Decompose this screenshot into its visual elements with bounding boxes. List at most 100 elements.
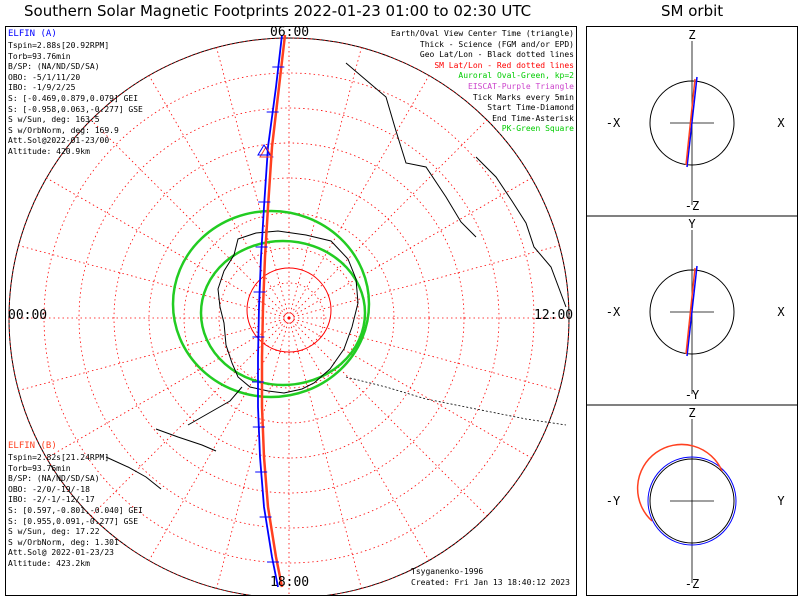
sm-lon-line — [288, 245, 560, 319]
elfin-a-name: ELFIN (A) — [8, 29, 57, 39]
orbit-label-bottom: -Z — [685, 199, 699, 213]
elfin-b-orbit — [636, 443, 723, 522]
elfin-b-info-line: OBO: -2/0/-19/-18 — [8, 484, 90, 494]
sm-lon-line — [288, 119, 488, 319]
sm-lon-line — [288, 317, 362, 589]
elfin-b-info-line: Att.Sol@ 2022-01-23/23 — [8, 548, 114, 558]
sm-lon-line — [148, 75, 290, 319]
legend-entry: Earth/Oval View Center Time (triangle) — [390, 29, 574, 38]
created-label: Created: Fri Jan 13 18:40:12 2023 — [411, 578, 570, 587]
elfin-a-info-line: S w/Sun, deg: 163.5 — [8, 115, 100, 125]
auroral-oval-inner — [199, 239, 367, 387]
orbit-label-top: Z — [688, 28, 695, 42]
elfin-b-info-line: S: [0.955,0.091,-0.277] GSE — [8, 516, 139, 526]
legend-entry: End Time-Asterisk — [492, 113, 574, 123]
legend-entry: Tick Marks every 5min — [472, 92, 574, 102]
orbit-panels: Z -Z -X X Y -Y -X X Z -Z -Y Y — [586, 26, 798, 596]
elfin-b-info-line: Altitude: 423.2km — [8, 558, 90, 568]
legend-entry: Thick - Science (FGM and/or EPD) — [419, 39, 574, 49]
south-america-outline — [155, 428, 217, 452]
orbit-label-right: X — [777, 305, 785, 319]
elfin-b-info-line: Tspin=2.82s[21.24RPM] — [8, 453, 110, 462]
orbit-label-top: Y — [688, 217, 696, 231]
sm-lon-line — [288, 317, 430, 561]
orbit-title: SM orbit — [661, 2, 724, 20]
legend-entry: PK-Green Square — [501, 124, 574, 134]
elfin-b-info: Tspin=2.82s[21.24RPM] Torb=93.76min B/SP: … — [8, 453, 143, 570]
geo-lat-line — [345, 376, 567, 426]
madagascar-outline — [475, 156, 567, 308]
elfin-a-info: Tspin=2.88s[20.92RPM] Torb=93.76min B/SP: … — [8, 41, 143, 158]
auroral-oval-outer — [171, 209, 371, 399]
footprint-map — [8, 34, 570, 595]
sm-lon-line — [216, 47, 290, 319]
footprint-map-panel: ELFIN (A) Tspin=2.88s[20.92RPM] Torb=93.7… — [5, 26, 577, 596]
clock-top: 06:00 — [270, 25, 310, 40]
elfin-a-view-triangle — [257, 144, 271, 156]
elfin-b-info-line: Torb=93.76min — [8, 463, 71, 473]
main-title: Southern Solar Magnetic Footprints 2022-… — [24, 2, 532, 20]
elfin-b-info-line: IBO: -2/-1/-12/-17 — [8, 495, 95, 505]
sm-lon-line — [288, 75, 430, 319]
elfin-a-info-line: S: [-0.958,0.063,-0.277] GSE — [8, 104, 143, 114]
sm-lon-line — [148, 317, 290, 561]
africa-outline — [345, 62, 477, 238]
orbit-label-bottom: -Z — [685, 577, 699, 591]
sm-lat-circle — [218, 247, 360, 389]
legend-entry: EISCAT-Purple Triangle — [468, 81, 574, 91]
orbit-plots: Z -Z -X X Y -Y -X X Z -Z -Y Y — [587, 28, 797, 591]
legend: Earth/Oval View Center Time (triangle) Th… — [391, 29, 574, 135]
sm-lon-line — [90, 119, 290, 319]
orbit-label-right: X — [777, 116, 785, 130]
orbit-label-left: -X — [606, 116, 621, 130]
elfin-a-info-line: Altitude: 420.9km — [8, 146, 90, 156]
orbit-label-top: Z — [688, 406, 695, 420]
elfin-b-info-line: S w/Sun, deg: 17.22 — [8, 527, 100, 537]
elfin-a-info-line: B/SP: (NA/ND/SD/SA) — [8, 62, 100, 72]
elfin-a-info-line: S w/OrbNorm, deg: 169.9 — [8, 125, 119, 135]
australia-outline — [105, 456, 162, 490]
sm-lon-line — [18, 317, 290, 391]
elfin-b-orbit — [685, 78, 696, 166]
elfin-a-info-line: Tspin=2.88s[20.92RPM] — [8, 41, 110, 50]
sm-lon-line — [288, 317, 532, 459]
sm-lon-line — [288, 177, 532, 319]
sm-lat-circle — [78, 107, 500, 529]
sm-lon-line — [216, 317, 290, 589]
elfin-a-info-line: Torb=93.76min — [8, 51, 71, 61]
sm-lon-line — [46, 317, 290, 459]
clock-right: 12:00 — [534, 308, 574, 323]
peninsula-outline — [187, 386, 243, 426]
elfin-b-info-line: S w/OrbNorm, deg: 1.301 — [8, 537, 119, 547]
sm-lat-circle — [43, 72, 535, 564]
sm-lon-line — [288, 47, 362, 319]
orbit-label-left: -X — [606, 305, 621, 319]
elfin-a-orbit — [647, 456, 737, 546]
orbit-label-left: -Y — [606, 494, 621, 508]
elfin-a-info-line: Att.Sol@2022-01-23/00 — [8, 136, 110, 146]
sm-lon-line — [288, 317, 488, 517]
orbit-label-bottom: -Y — [685, 388, 700, 402]
elfin-a-orbit — [686, 265, 698, 357]
sm-lat-circle — [113, 142, 465, 494]
elfin-a-info-line: S: [-0.469,0.879,0.079] GEI — [8, 93, 139, 103]
legend-entry: Auroral Oval-Green, kp=2 — [458, 71, 574, 81]
clock-bottom: 18:00 — [270, 575, 310, 590]
elfin-b-track — [260, 34, 287, 588]
sm-lon-line — [18, 245, 290, 319]
antarctica-outline — [217, 230, 359, 394]
elfin-a-info-line: OBO: -5/1/11/20 — [8, 72, 81, 82]
legend-entry: SM Lat/Lon - Red dotted lines — [434, 60, 574, 70]
elfin-a-orbit — [686, 76, 698, 168]
elfin-a-track — [257, 34, 283, 588]
elfin-b-view-triangle — [259, 146, 273, 158]
sm-lon-line — [90, 317, 290, 517]
sm-lon-line — [288, 317, 560, 391]
elfin-b-info-line: S: [0.597,-0.801,-0.040] GEI — [8, 505, 143, 515]
sm-pole-circle — [246, 267, 332, 353]
elfin-b-info-line: B/SP: (NA/ND/SD/SA) — [8, 474, 100, 484]
legend-entry: Geo Lat/Lon - Black dotted lines — [419, 50, 574, 60]
orbit-label-right: Y — [777, 494, 785, 508]
sm-lon-line — [46, 177, 290, 319]
model-label: Tsyganenko-1996 — [411, 567, 484, 576]
